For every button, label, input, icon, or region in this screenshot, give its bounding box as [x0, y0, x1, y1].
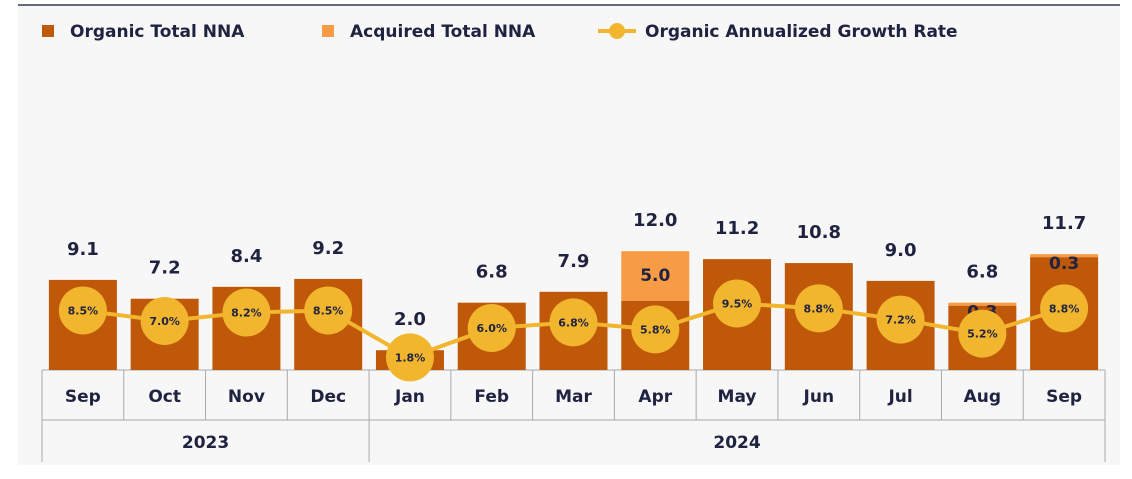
growth-label: 8.8% — [1049, 302, 1080, 315]
total-label: 8.4 — [230, 246, 262, 267]
bar-segment — [621, 251, 690, 301]
growth-marker — [140, 296, 189, 345]
total-label: 9.0 — [885, 240, 917, 261]
growth-marker — [794, 284, 843, 333]
growth-label: 1.8% — [395, 351, 426, 364]
total-label: 6.8 — [476, 262, 508, 283]
growth-label: 5.8% — [640, 323, 671, 336]
growth-marker — [549, 298, 598, 347]
x-tick-label: May — [718, 387, 757, 407]
x-tick-label: Apr — [638, 387, 672, 407]
total-label: 11.7 — [1042, 213, 1086, 234]
x-tick-label: Jul — [887, 387, 912, 407]
total-label: 9.2 — [312, 238, 344, 259]
growth-marker — [467, 303, 516, 352]
bar-segment — [1030, 254, 1099, 258]
legend-label: Organic Annualized Growth Rate — [645, 22, 958, 42]
total-label: 12.0 — [633, 210, 677, 231]
segment-label: 0.3 — [1049, 254, 1079, 274]
x-tick-label: Aug — [964, 387, 1001, 407]
growth-label: 8.2% — [231, 307, 262, 320]
growth-marker — [222, 288, 271, 337]
group-label: 2024 — [713, 433, 760, 453]
x-tick-label: Oct — [148, 387, 181, 407]
x-tick-label: Sep — [65, 387, 101, 407]
growth-label: 5.2% — [967, 328, 998, 341]
x-tick-label: Dec — [310, 387, 346, 407]
growth-label: 7.2% — [885, 314, 916, 327]
legend-label: Organic Total NNA — [70, 22, 245, 42]
legend-marker — [609, 23, 625, 39]
growth-label: 9.5% — [722, 297, 753, 310]
total-label: 11.2 — [715, 218, 759, 239]
growth-marker — [713, 279, 762, 328]
x-tick-label: Mar — [555, 387, 592, 407]
legend-marker — [42, 25, 54, 37]
chart-background — [18, 5, 1120, 465]
growth-marker — [58, 286, 107, 335]
growth-label: 8.8% — [804, 302, 835, 315]
growth-label: 7.0% — [149, 315, 180, 328]
total-label: 6.8 — [966, 262, 998, 283]
growth-label: 8.5% — [68, 304, 99, 317]
growth-marker — [304, 286, 353, 335]
growth-marker — [958, 309, 1007, 358]
total-label: 9.1 — [67, 239, 99, 260]
x-tick-label: Sep — [1046, 387, 1082, 407]
group-label: 2023 — [182, 433, 229, 453]
x-tick-label: Jun — [803, 387, 835, 407]
total-label: 2.0 — [394, 309, 426, 330]
growth-label: 6.8% — [558, 316, 589, 329]
x-tick-label: Jan — [394, 387, 425, 407]
legend-marker — [322, 25, 334, 37]
total-label: 7.2 — [149, 258, 181, 279]
growth-label: 8.5% — [313, 304, 344, 317]
total-label: 10.8 — [797, 222, 841, 243]
growth-marker — [876, 295, 925, 344]
x-tick-label: Feb — [474, 387, 509, 407]
x-tick-label: Nov — [228, 387, 265, 407]
segment-label: 5.0 — [640, 266, 670, 286]
growth-label: 6.0% — [476, 322, 507, 335]
legend-label: Acquired Total NNA — [350, 22, 536, 42]
total-label: 7.9 — [558, 251, 590, 272]
growth-marker — [631, 305, 680, 354]
bar-segment — [948, 302, 1017, 306]
growth-marker — [385, 333, 434, 382]
growth-marker — [1040, 284, 1089, 333]
